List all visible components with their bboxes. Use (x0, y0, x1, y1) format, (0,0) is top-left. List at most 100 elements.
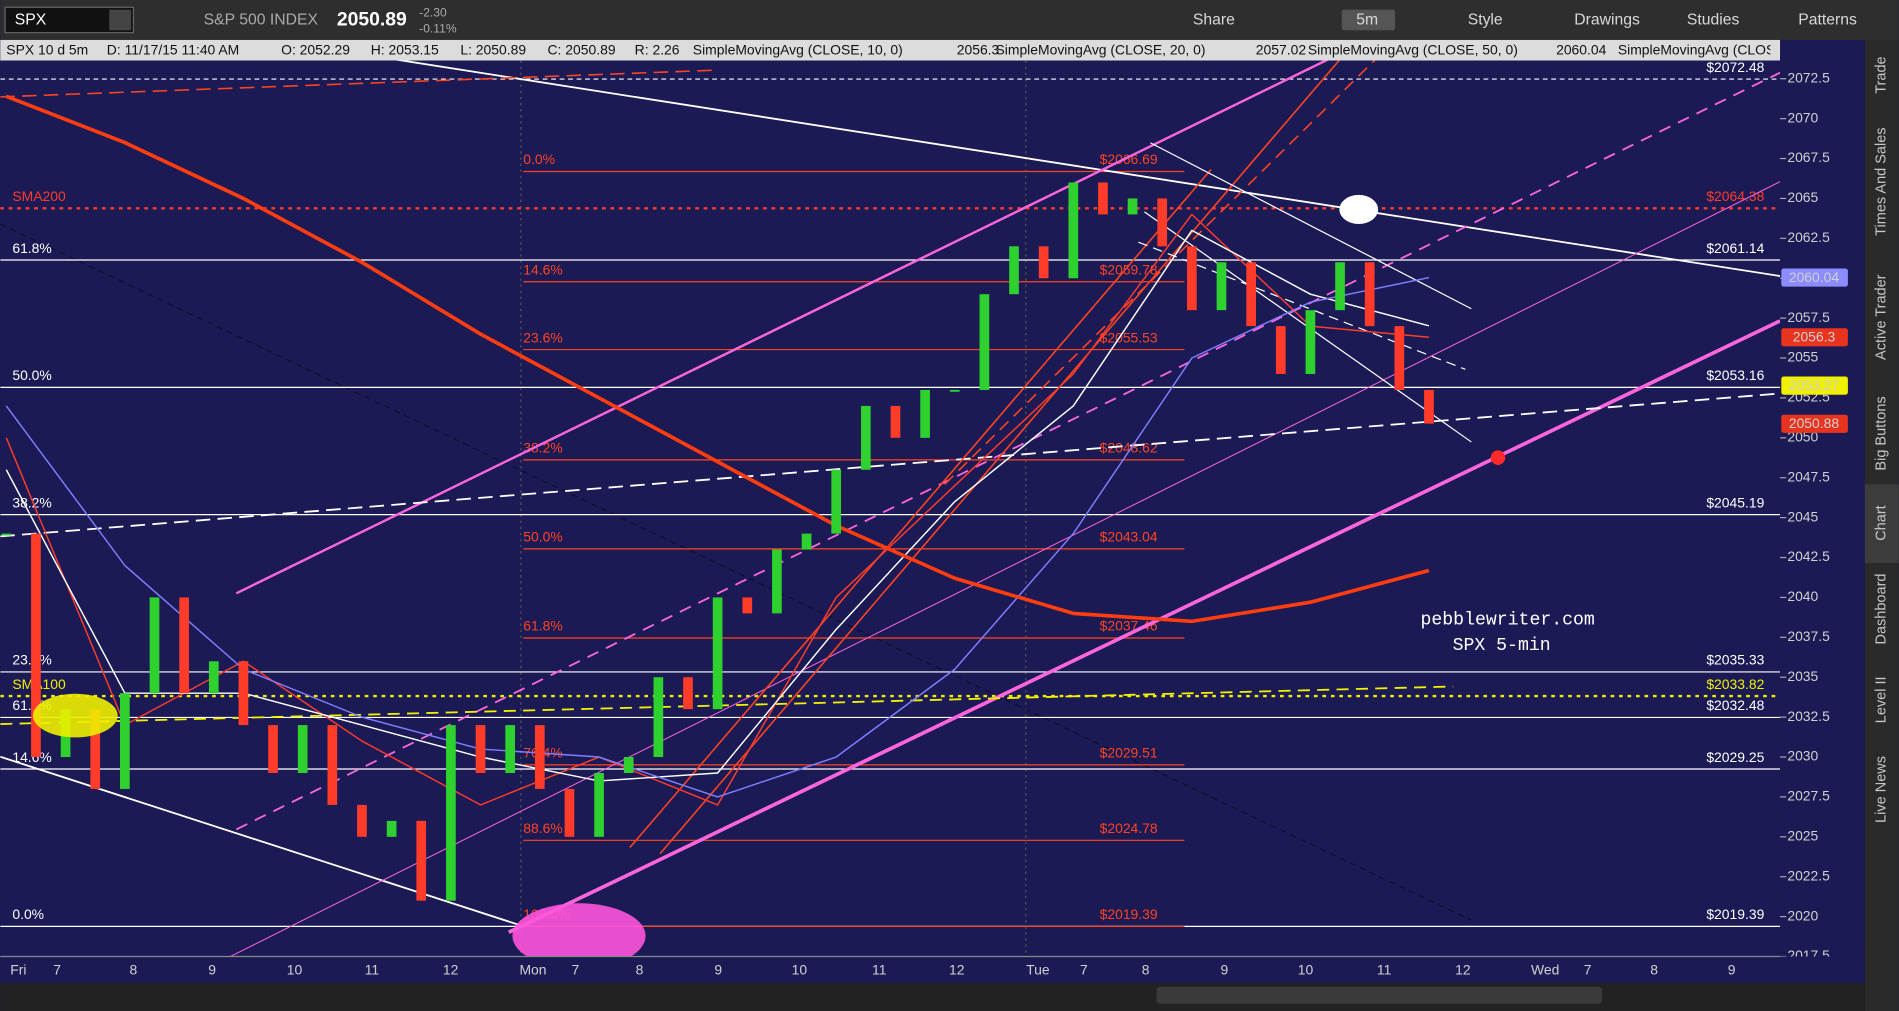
fib-price: $2043.04 (1100, 529, 1158, 545)
price-bar (1275, 326, 1286, 374)
fib-price: $2024.78 (1100, 820, 1158, 836)
sidebar-tab[interactable]: Live News (1874, 756, 1890, 823)
sidebar-tab[interactable]: Active Trader (1874, 274, 1890, 360)
sidebar-tab[interactable]: Times And Sales (1874, 127, 1890, 235)
price-bar (327, 725, 338, 805)
price-bar (1424, 389, 1434, 424)
toolbar-button[interactable]: Share (1193, 12, 1235, 29)
sidebar-tab[interactable]: Chart (1874, 505, 1890, 540)
price-bar (505, 725, 516, 773)
annotation: pebblewriter.com (1420, 611, 1594, 631)
x-tick-label: 11 (365, 962, 380, 978)
price-bar (179, 597, 189, 694)
sidebar-tab[interactable]: Big Buttons (1874, 396, 1890, 470)
price-bar (475, 725, 486, 773)
price-badge-label: 2060.04 (1789, 269, 1840, 285)
scroll-thumb[interactable] (1156, 986, 1603, 1004)
price-bar (564, 788, 575, 837)
x-tick-label: 7 (1584, 962, 1592, 978)
sma-level-price: $2064.38 (1706, 188, 1764, 204)
sidebar-tab[interactable]: Dashboard (1874, 574, 1890, 645)
fib-tag: 38.2% (523, 440, 562, 456)
price-badge-label: 2056.3 (1793, 329, 1836, 345)
sma-level-price: $2033.82 (1706, 676, 1764, 692)
symbol: SPX (15, 12, 47, 29)
price-bar (1068, 182, 1079, 279)
x-tick-label: 10 (1298, 962, 1314, 978)
info-field: C: 2050.89 (548, 42, 616, 58)
trendline (0, 392, 1781, 538)
fib-tag: 61.8% (523, 618, 562, 634)
price-badge (1781, 268, 1848, 287)
x-tick-label: 12 (443, 962, 459, 978)
level-price: $2053.16 (1706, 367, 1764, 383)
x-tick-label: 10 (287, 962, 303, 978)
y-tick-label: 2042.5 (1787, 548, 1830, 564)
price-bar (801, 533, 812, 550)
price-bar (1216, 262, 1227, 311)
level-tag: 50.0% (12, 367, 51, 383)
change: -2.30 (419, 6, 447, 20)
sidebar-tab[interactable]: Trade (1874, 56, 1890, 93)
trendline (507, 319, 1781, 934)
active-tab (1864, 484, 1899, 564)
y-tick-label: 2040 (1787, 588, 1818, 604)
toolbar-button[interactable]: Studies (1687, 12, 1740, 29)
y-tick-label: 2037.5 (1787, 628, 1830, 644)
toolbar-button[interactable]: 5m (1356, 12, 1378, 29)
fib-tag: 0.0% (523, 151, 555, 167)
price-bar (1038, 246, 1049, 279)
price-bar (1246, 262, 1256, 327)
price-bar (831, 469, 842, 534)
price-bar (1098, 182, 1108, 215)
x-tick-label: 11 (1377, 962, 1392, 978)
toolbar-button[interactable]: Patterns (1798, 12, 1857, 29)
info-field: L: 2050.89 (460, 42, 526, 58)
level-price: $2072.48 (1706, 59, 1764, 75)
x-tick-label: 8 (130, 962, 138, 978)
channel-line (629, 168, 1212, 849)
toolbar (0, 0, 1899, 40)
y-tick-label: 2022.5 (1787, 867, 1830, 883)
price-bar (208, 661, 219, 694)
symbol-dropdown[interactable] (109, 9, 132, 31)
price-bar (534, 725, 545, 789)
trendline (0, 69, 715, 98)
x-tick-label: 12 (1455, 962, 1471, 978)
legend-value: 2057.02 (1256, 42, 1307, 58)
level-price: $2032.48 (1706, 697, 1764, 713)
x-tick-label: Tue (1026, 962, 1050, 978)
fib-price: $2055.53 (1100, 329, 1158, 345)
x-tick-label: 11 (872, 962, 887, 978)
trendline (0, 223, 1472, 921)
y-tick-label: 2027.5 (1787, 788, 1830, 804)
info-field: H: 2053.15 (371, 42, 439, 58)
timeframe-box[interactable] (1341, 9, 1396, 31)
y-tick-label: 2067.5 (1787, 149, 1830, 165)
x-tick-label: Wed (1531, 962, 1559, 978)
price-bar (1157, 198, 1168, 247)
price-bar (120, 693, 130, 789)
price-bar (1187, 246, 1197, 311)
legend-value: 2056.3 (957, 42, 1000, 58)
trendline (396, 60, 1781, 277)
level-price: $2035.33 (1706, 652, 1764, 668)
sidebar-tab[interactable]: Level II (1874, 676, 1890, 723)
price-bar (1394, 326, 1405, 390)
price-bar (1009, 246, 1019, 295)
level-price: $2019.39 (1706, 906, 1764, 922)
price-bar (890, 405, 901, 438)
price-bar (90, 709, 101, 789)
price-bar (772, 549, 782, 614)
channel-line (1150, 142, 1472, 310)
y-tick-label: 2065 (1787, 189, 1818, 205)
toolbar-button[interactable]: Style (1468, 12, 1503, 29)
fib-price: $2059.78 (1100, 262, 1158, 278)
legend-name: SimpleMovingAvg (CLOSE, 20, 0) (996, 42, 1206, 58)
legend-value: 2060.04 (1556, 42, 1607, 58)
legend-name: SimpleMovingAvg (CLOSE, 50, 0) (1308, 42, 1518, 58)
x-tick-label: 8 (636, 962, 644, 978)
toolbar-button[interactable]: Drawings (1574, 12, 1640, 29)
y-tick-label: 2035 (1787, 668, 1818, 684)
